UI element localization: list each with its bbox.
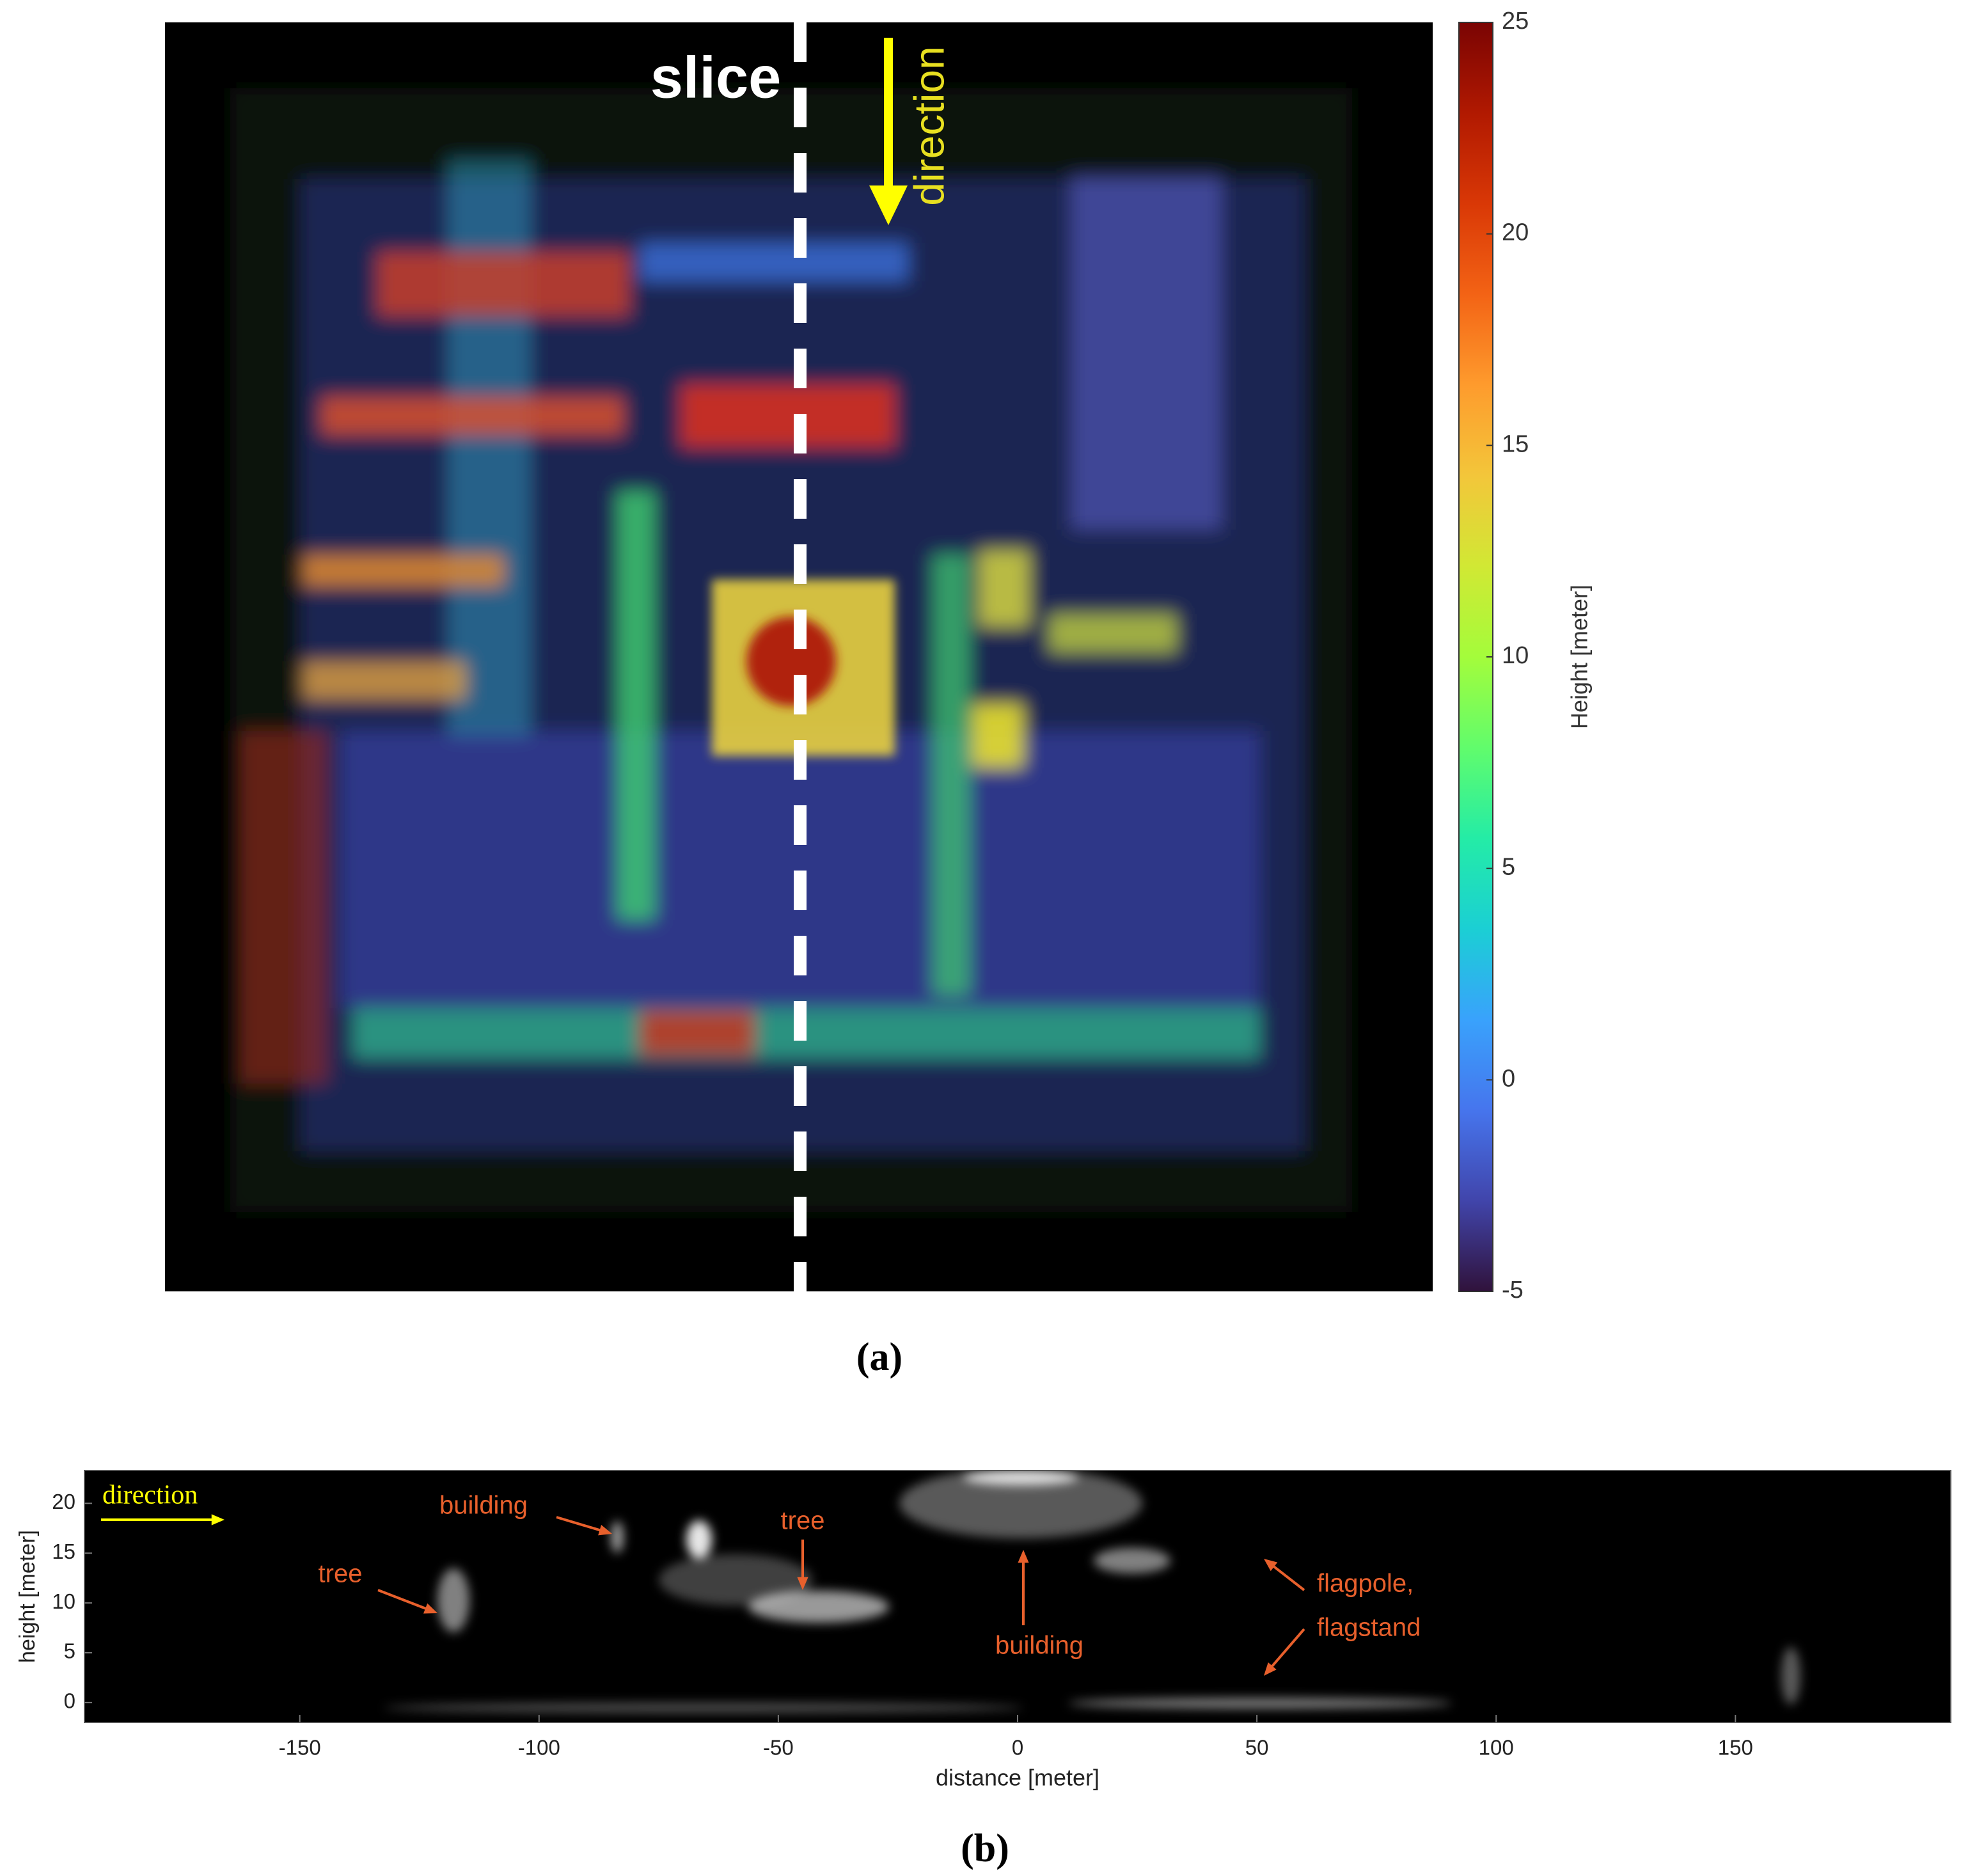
annotation-arrow-head [1264, 1662, 1277, 1676]
x-tick-label: -50 [763, 1736, 794, 1760]
annotation-arrow-head [598, 1524, 612, 1536]
annotation: tree [319, 1560, 363, 1588]
colorbar-tick-label: 0 [1502, 1065, 1515, 1092]
y-tick-label: 15 [52, 1540, 75, 1563]
central-dome [746, 617, 836, 706]
slice-texture [384, 1468, 1800, 1713]
y-axis-label: height [meter] [15, 1530, 40, 1663]
y-tick-label: 20 [52, 1490, 75, 1513]
annotation: building [995, 1632, 1083, 1660]
x-tick-label: 50 [1245, 1736, 1269, 1760]
caption: (a) [856, 1336, 902, 1379]
annotation-arrow [556, 1516, 602, 1532]
x-tick-label: 150 [1718, 1736, 1753, 1760]
annotation-arrow [1272, 1565, 1305, 1591]
annotation: tree [781, 1507, 825, 1535]
annotation: flagstand [1317, 1614, 1421, 1642]
colorbar-tick-label: -5 [1502, 1277, 1524, 1304]
x-tick-label: 100 [1479, 1736, 1514, 1760]
annotation-arrow-head [423, 1603, 437, 1614]
caption: (b) [961, 1827, 1009, 1870]
direction-label: direction [905, 46, 952, 205]
y-tick-label: 0 [64, 1689, 75, 1713]
y-tick-label: 10 [52, 1589, 75, 1613]
colorbar-tick-label: 5 [1502, 854, 1515, 881]
annotation-arrow-head [1018, 1550, 1029, 1563]
annotation: flagpole, [1317, 1570, 1414, 1598]
annotation-arrow-head [211, 1514, 224, 1525]
x-axis-label: distance [meter] [936, 1765, 1099, 1791]
annotation-arrow [377, 1589, 428, 1611]
colorbar-tick-label: 20 [1502, 219, 1529, 246]
direction-arrow-head [869, 185, 908, 225]
annotation: direction [102, 1481, 198, 1510]
colorbar-label: Height [meter] [1566, 585, 1593, 729]
colorbar-tick-label: 15 [1502, 430, 1529, 457]
annotation-arrow-head [1264, 1559, 1278, 1572]
annotation-arrow-head [797, 1577, 808, 1590]
colorbar-tick-label: 10 [1502, 642, 1529, 669]
x-tick-label: -100 [518, 1736, 560, 1760]
slice-axes: -150 -100 -50 0 50 100 150 0 5 10 15 20 [52, 1470, 1951, 1760]
colorbar-tick-label: 25 [1502, 8, 1529, 35]
x-tick-label: 0 [1012, 1736, 1023, 1760]
annotation: building [439, 1492, 528, 1520]
annotation-arrow [1270, 1628, 1305, 1668]
colorbar: -5 0 5 10 15 20 25 [1458, 8, 1529, 1304]
x-tick-label: -150 [279, 1736, 321, 1760]
slice-label: slice [650, 45, 782, 110]
y-tick-label: 5 [64, 1639, 75, 1663]
annotations: direction building tree tree building flagpol… [101, 1481, 1421, 1676]
